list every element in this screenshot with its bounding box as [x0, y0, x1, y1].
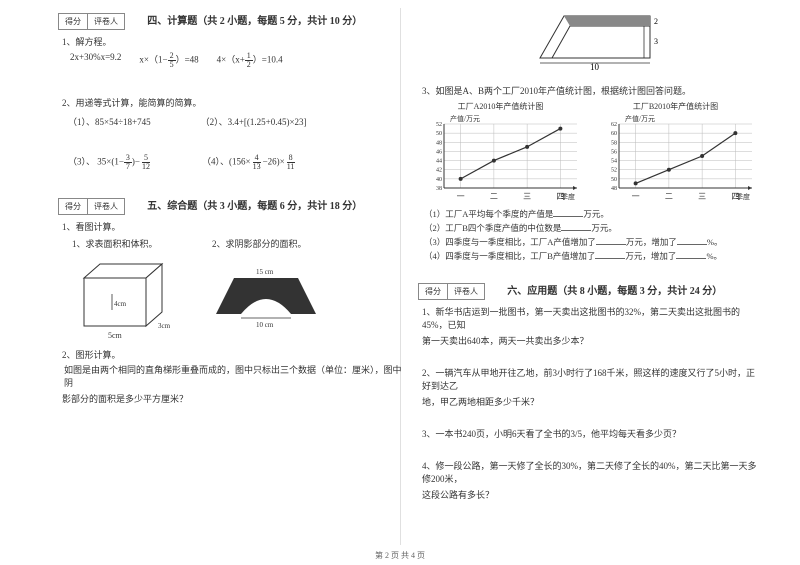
- svg-text:2: 2: [654, 17, 658, 26]
- chart-b: 工厂B2010年产值统计图 产值/万元4850525456586062一二三四季…: [593, 101, 758, 204]
- score-box-6: 得分 评卷人: [418, 283, 485, 300]
- q6-4a: 4、修一段公路，第一天修了全长的30%，第二天修了全长的40%，第二天比第一天多…: [422, 459, 762, 485]
- fill-1: （1）工厂A平均每个季度的产值是万元。: [424, 208, 762, 220]
- section-4-title: 四、计算题（共 2 小题，每题 5 分，共计 10 分）: [147, 12, 362, 27]
- page-footer: 第 2 页 共 4 页: [0, 550, 800, 561]
- svg-text:一: 一: [632, 192, 640, 201]
- svg-text:二: 二: [665, 192, 673, 201]
- chart-a: 工厂A2010年产值统计图 产值/万元3840424446485052一二三四季…: [418, 101, 583, 204]
- svg-text:44: 44: [436, 159, 442, 165]
- svg-text:48: 48: [436, 140, 442, 146]
- fill-3: （3）四季度与一季度相比，工厂A产值增加了万元，增加了%。: [424, 236, 762, 248]
- q5-2t1: 如图是由两个相同的直角梯形重叠而成的，图中只标出三个数据（单位：厘米），图中阴: [64, 363, 402, 389]
- equation-row-1: 2x+30%x=9.2 x×（1−25）=48 4×（x+12）=10.4: [70, 52, 402, 69]
- q4-2: 2、用递等式计算，能简算的简算。: [62, 96, 402, 109]
- svg-text:50: 50: [611, 177, 617, 183]
- blank[interactable]: [561, 222, 591, 231]
- sub4: （4）、(156×413−26)×811: [202, 154, 296, 171]
- svg-text:10: 10: [590, 62, 600, 72]
- q5-1: 1、看图计算。: [62, 220, 402, 233]
- section-6-title: 六、应用题（共 8 小题，每题 3 分，共计 24 分）: [507, 282, 722, 297]
- sub2: （2）、3.4+[(1.25+0.45)×23]: [201, 115, 307, 128]
- svg-text:52: 52: [611, 168, 617, 174]
- svg-text:季度: 季度: [736, 192, 750, 201]
- svg-text:50: 50: [436, 131, 442, 137]
- right-column: 3 2 10 3、如图是A、B两个工厂2010年产值统计图，根据统计图回答问题。…: [410, 8, 770, 540]
- svg-text:42: 42: [436, 168, 442, 174]
- q6-1b: 第一天卖出640本，两天一共卖出多少本？: [422, 334, 762, 347]
- left-column: 得分 评卷人 四、计算题（共 2 小题，每题 5 分，共计 10 分） 1、解方…: [50, 8, 410, 540]
- q5-1a: 1、求表面积和体积。: [72, 237, 186, 250]
- score-box-5: 得分 评卷人: [58, 198, 125, 215]
- eq3: 4×（x+12）=10.4: [217, 52, 283, 69]
- svg-text:62: 62: [611, 122, 617, 128]
- blank[interactable]: [677, 236, 707, 245]
- fill-2: （2）工厂B四个季度产值的中位数是万元。: [424, 222, 762, 234]
- charts-row: 工厂A2010年产值统计图 产值/万元3840424446485052一二三四季…: [418, 101, 762, 204]
- trapezoid-figure: 3 2 10: [510, 8, 670, 78]
- svg-text:54: 54: [611, 159, 617, 165]
- blank[interactable]: [595, 250, 625, 259]
- svg-text:15 cm: 15 cm: [256, 268, 274, 276]
- eq2: x×（1−25）=48: [139, 52, 198, 69]
- svg-text:产值/万元: 产值/万元: [450, 114, 480, 123]
- fill-4: （4）四季度与一季度相比，工厂B产值增加了万元，增加了%。: [424, 250, 762, 262]
- svg-text:58: 58: [611, 140, 617, 146]
- svg-text:三: 三: [523, 192, 531, 201]
- score-label: 得分: [59, 14, 88, 29]
- svg-text:产值/万元: 产值/万元: [625, 114, 655, 123]
- sub1: （1）、85×54÷18+745: [68, 115, 151, 128]
- eq1: 2x+30%x=9.2: [70, 52, 121, 69]
- svg-text:三: 三: [698, 192, 706, 201]
- blank[interactable]: [676, 250, 706, 259]
- svg-text:3: 3: [654, 37, 658, 46]
- q6-1a: 1、新华书店运到一批图书，第一天卖出这批图书的32%，第二天卖出这批图书的45%…: [422, 305, 762, 331]
- svg-text:46: 46: [436, 149, 442, 155]
- svg-text:3cm: 3cm: [158, 322, 171, 330]
- svg-text:48: 48: [611, 186, 617, 192]
- svg-text:一: 一: [457, 192, 465, 201]
- q5-2: 2、图形计算。: [62, 348, 402, 361]
- sub3: （3）、 35×(1−37)−512: [68, 154, 152, 171]
- q5-1b: 2、求阴影部分的面积。: [212, 237, 326, 250]
- cube-figure: 4cm 3cm 5cm: [66, 250, 186, 340]
- q-charts: 3、如图是A、B两个工厂2010年产值统计图，根据统计图回答问题。: [422, 84, 762, 97]
- svg-text:10 cm: 10 cm: [256, 321, 274, 329]
- svg-text:40: 40: [436, 177, 442, 183]
- q6-2b: 地，甲乙两地相距多少千米？: [422, 395, 762, 408]
- blank[interactable]: [553, 208, 583, 217]
- svg-text:56: 56: [611, 149, 617, 155]
- svg-text:38: 38: [436, 186, 442, 192]
- q6-2a: 2、一辆汽车从甲地开往乙地，前3小时行了168千米，照这样的速度又行了5小时，正…: [422, 366, 762, 392]
- blank[interactable]: [596, 236, 626, 245]
- svg-text:52: 52: [436, 122, 442, 128]
- arch-figure: 15 cm 10 cm: [206, 264, 326, 334]
- q6-3a: 3、一本书240页，小明6天看了全书的3/5，他平均每天看多少页？: [422, 427, 762, 440]
- score-box: 得分 评卷人: [58, 13, 125, 30]
- q5-2t2: 影部分的面积是多少平方厘米？: [62, 392, 402, 405]
- q6-4b: 这段公路有多长？: [422, 488, 762, 501]
- svg-text:5cm: 5cm: [108, 331, 123, 340]
- section-5-title: 五、综合题（共 3 小题，每题 6 分，共计 18 分）: [147, 197, 362, 212]
- svg-text:4cm: 4cm: [114, 300, 127, 308]
- q4-1: 1、解方程。: [62, 35, 402, 48]
- svg-text:60: 60: [611, 131, 617, 137]
- marker-label: 评卷人: [88, 14, 124, 29]
- svg-text:季度: 季度: [561, 192, 575, 201]
- svg-text:二: 二: [490, 192, 498, 201]
